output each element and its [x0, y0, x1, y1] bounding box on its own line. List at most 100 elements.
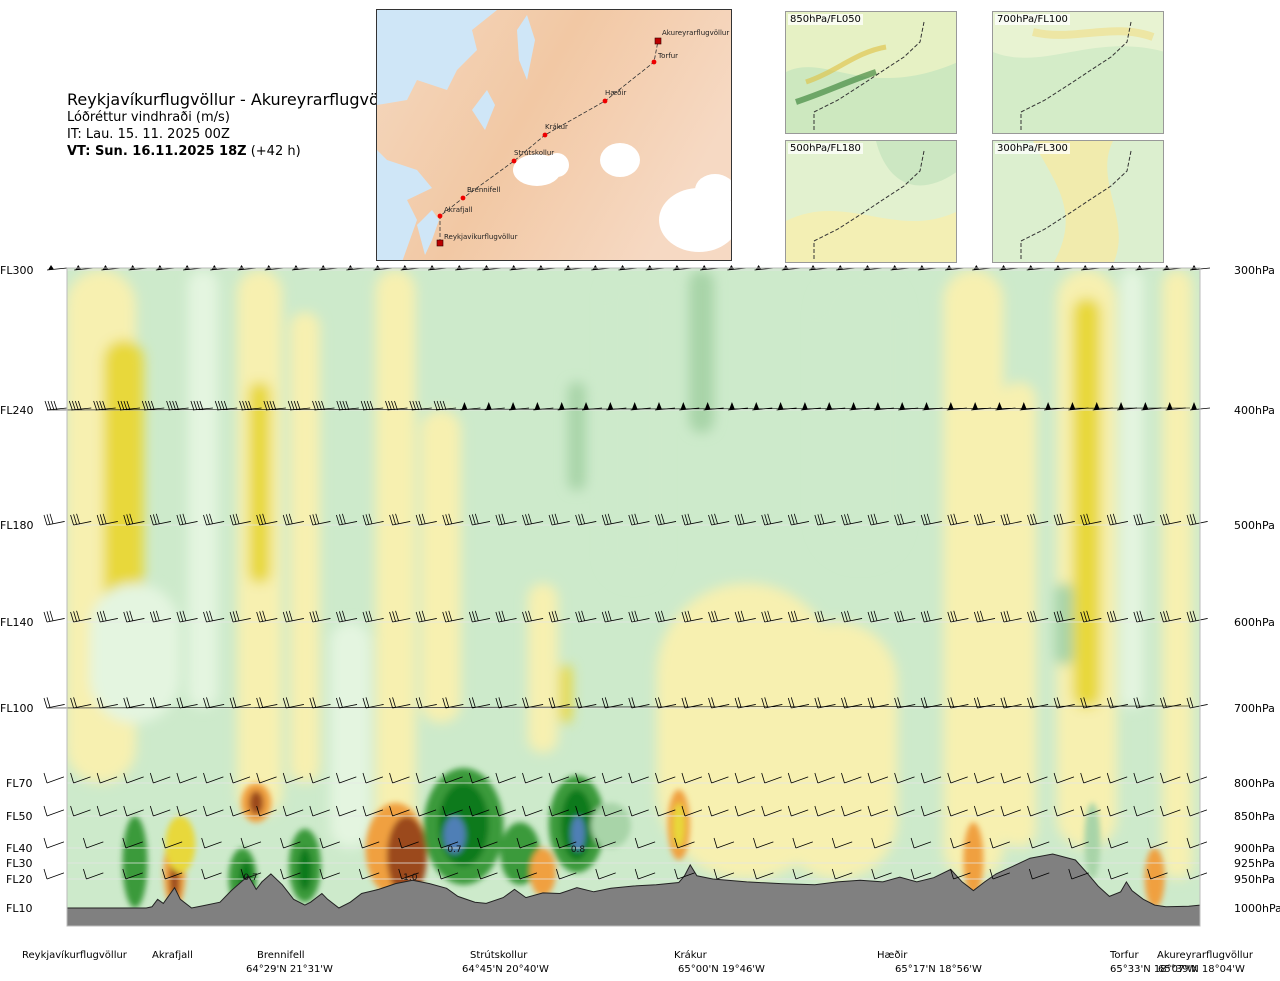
wind-barb: [1053, 805, 1075, 817]
field-cell: [187, 270, 218, 708]
wind-barb: [947, 610, 969, 623]
wind-barb: [575, 610, 597, 623]
chart-subtitle: Lóðréttur vindhraði (m/s): [67, 110, 230, 125]
wind-barb: [1027, 772, 1048, 784]
wind-barb: [1027, 805, 1048, 817]
hpa-tick-label: 600hPa: [1234, 616, 1275, 629]
wind-barb: [203, 697, 225, 709]
wind-barb: [1133, 805, 1154, 817]
map-waypoint-label: Akureyrarflugvöllur: [662, 29, 729, 37]
route-waypoints: Akureyrarflugvöllur Torfur Hæðir Krákur Strú…: [436, 29, 729, 247]
wind-barb: [437, 837, 459, 849]
wind-barb: [734, 513, 756, 526]
wind-barb: [792, 837, 813, 849]
waypoint-name: Brennifell: [257, 950, 305, 961]
wind-barb: [96, 610, 118, 623]
field-cell: [375, 270, 416, 879]
wind-barb: [309, 772, 330, 784]
wind-barb: [1000, 772, 1021, 784]
wind-barb: [950, 837, 971, 849]
map-airport-marker: [654, 37, 662, 45]
wind-barb: [950, 868, 971, 880]
wind-barb: [1186, 868, 1208, 880]
wind-barb: [814, 697, 836, 709]
wind-barb: [176, 805, 197, 817]
field-cell: [603, 270, 664, 584]
wind-barb: [708, 805, 729, 817]
inset-300hpa-svg: [993, 141, 1163, 262]
wind-barb: [516, 837, 538, 849]
wind-barb: [415, 513, 437, 526]
wind-barb: [46, 265, 68, 271]
wind-barb: [240, 868, 262, 880]
wind-barb: [83, 868, 104, 880]
wind-barb: [708, 697, 730, 709]
field-cell: [103, 340, 144, 622]
fl-tick-label: FL240: [0, 404, 33, 417]
wind-barb: [1107, 837, 1129, 849]
valid-time-label: VT: Sun. 16.11.2025 18Z: [67, 144, 247, 159]
fl-tick-label: FL100: [0, 702, 33, 715]
wind-barb: [229, 772, 251, 784]
hpa-tick-label: 700hPa: [1234, 702, 1275, 715]
wind-barb: [229, 513, 251, 526]
wind-barb: [1186, 837, 1208, 849]
wind-barb: [256, 610, 278, 623]
wind-barb: [83, 837, 104, 849]
field-cell: [289, 312, 320, 783]
wind-barb: [1000, 513, 1022, 526]
field-cell: [420, 410, 461, 723]
wind-barb: [309, 513, 331, 526]
inset-300hpa-label: 300hPa/FL300: [995, 143, 1070, 154]
fl-tick-label: FL10: [6, 902, 32, 915]
field-core: [249, 790, 264, 815]
inset-500hpa: 500hPa/FL180: [785, 140, 957, 263]
field-cell: [89, 583, 180, 723]
field-core: [443, 816, 466, 854]
wind-barb: [389, 610, 411, 623]
wind-barb: [43, 772, 65, 784]
wind-barb: [468, 513, 491, 526]
map-waypoint-label: Torfur: [657, 52, 678, 60]
wind-barb: [336, 610, 358, 623]
wind-barb: [282, 772, 304, 784]
wind-barb: [468, 772, 490, 784]
field-core: [297, 848, 312, 891]
inset-700hpa-label: 700hPa/FL100: [995, 14, 1070, 25]
wind-barb: [867, 610, 889, 623]
wind-barb: [841, 772, 862, 784]
wind-barb: [203, 513, 225, 526]
wind-barb: [282, 610, 304, 623]
wind-barb: [203, 610, 225, 623]
wind-barb: [358, 868, 380, 880]
wind-barb: [123, 805, 144, 817]
wind-barb: [96, 697, 118, 709]
field-cell: [815, 270, 906, 564]
wind-barb: [1106, 772, 1128, 784]
wind-barb: [1080, 610, 1102, 623]
wind-barb: [867, 805, 889, 817]
inset-700hpa-svg: [993, 12, 1163, 133]
wind-barb: [149, 610, 172, 623]
barb-level-line: [46, 705, 1191, 709]
wind-barb: [973, 805, 995, 817]
hpa-tick-label: 300hPa: [1234, 264, 1275, 277]
wind-barb: [1186, 610, 1208, 623]
wind-barb: [319, 837, 340, 849]
wind-barb: [1068, 837, 1089, 849]
field-cell: [248, 382, 271, 584]
wind-barb: [522, 610, 544, 623]
map-waypoint-label: Hæðir: [605, 89, 626, 97]
waypoint-name: Hæðir: [877, 950, 908, 961]
hpa-tick-label: 800hPa: [1234, 777, 1275, 790]
wind-barb: [555, 868, 577, 880]
value-label: 0.8: [571, 845, 586, 855]
wind-barb: [495, 610, 517, 623]
value-label: 0.7: [447, 845, 461, 855]
wind-barb: [973, 513, 996, 526]
wind-barb: [1106, 513, 1128, 526]
wind-barb: [814, 772, 835, 784]
inset-700hpa: 700hPa/FL100: [992, 11, 1164, 134]
wind-barb: [389, 772, 410, 784]
wind-barb: [761, 513, 783, 526]
